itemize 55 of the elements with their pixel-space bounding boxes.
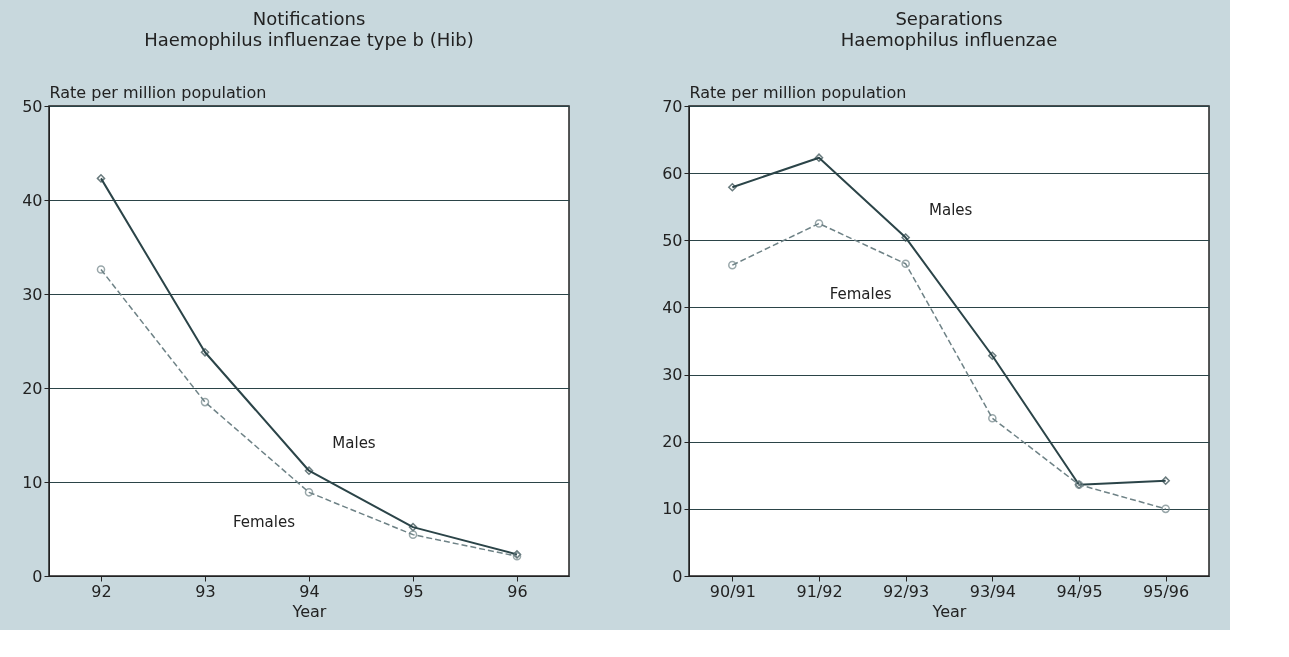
x-tick-label: 93/94	[969, 581, 1016, 601]
y-tick-label: 30	[662, 365, 683, 385]
x-tick-label: 91/92	[796, 581, 843, 601]
x-axis-title: Year	[931, 601, 967, 621]
y-tick-label: 10	[22, 472, 43, 492]
x-tick-label: 94	[299, 581, 320, 601]
x-tick-label: 92	[91, 581, 112, 601]
y-tick-label: 70	[662, 96, 683, 116]
y-tick-label: 60	[662, 163, 683, 183]
point	[814, 153, 824, 162]
y-tick-label: 40	[22, 190, 43, 210]
point	[901, 233, 910, 242]
x-axis-title: Year	[291, 601, 327, 621]
x-tick-label: 92/93	[883, 581, 930, 601]
point	[1161, 476, 1170, 485]
y-axis-title: Rate per million population	[689, 82, 907, 102]
y-axis-title: Rate per million population	[49, 82, 267, 102]
chart-title: Separations	[895, 8, 1003, 29]
point	[728, 260, 737, 270]
series-label: Females	[829, 284, 892, 303]
point	[408, 522, 418, 532]
point	[408, 530, 418, 539]
y-tick-label: 0	[672, 566, 683, 586]
series-label: Males	[332, 433, 376, 452]
point	[901, 259, 910, 269]
y-tick-label: 40	[662, 297, 683, 317]
y-tick-label: 20	[662, 432, 683, 452]
x-tick-label: 95/96	[1143, 581, 1190, 601]
x-tick-label: 94/95	[1056, 581, 1103, 601]
y-tick-label: 50	[662, 230, 683, 250]
point	[988, 351, 997, 361]
chart-subtitle: Haemophilus influenzae type b (Hib)	[144, 29, 474, 50]
point	[304, 466, 314, 476]
point	[814, 219, 824, 228]
y-tick-label: 50	[22, 96, 43, 116]
y-tick-label: 0	[32, 566, 43, 586]
point	[200, 347, 210, 357]
x-tick-label: 93	[195, 581, 216, 601]
series-label: Females	[232, 513, 296, 532]
y-tick-label: 20	[22, 378, 43, 398]
series-label: Males	[928, 200, 973, 219]
point	[1161, 504, 1170, 514]
y-tick-label: 30	[22, 284, 43, 304]
x-tick-label: 96	[507, 581, 528, 601]
point	[96, 265, 106, 274]
chart-subtitle: Haemophilus influenzae	[840, 29, 1058, 50]
chart-title: Notifications	[252, 8, 366, 29]
x-tick-label: 90/91	[709, 581, 756, 601]
point	[988, 413, 997, 423]
point	[728, 182, 737, 192]
y-tick-label: 10	[662, 499, 683, 519]
point	[304, 488, 314, 497]
point	[200, 397, 210, 407]
x-tick-label: 95	[403, 581, 424, 601]
point	[96, 174, 106, 183]
